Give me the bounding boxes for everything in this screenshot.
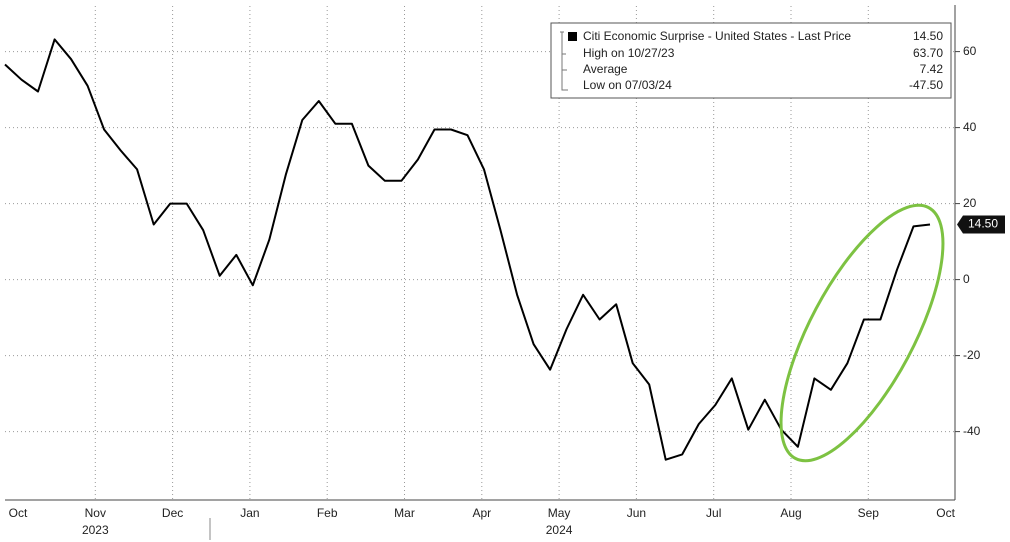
legend-swatch	[568, 32, 577, 41]
y-tick-label: 60	[963, 44, 977, 58]
x-tick-label: Jun	[627, 506, 646, 520]
x-tick-label: Jan	[240, 506, 259, 520]
legend-value: -47.50	[909, 78, 943, 92]
legend-icons	[560, 31, 568, 91]
legend-value: 7.42	[920, 62, 944, 76]
x-tick-label: Mar	[394, 506, 415, 520]
legend-box	[550, 22, 952, 99]
x-tick-label: Aug	[780, 506, 801, 520]
plot	[4, 38, 931, 461]
y-tick-label: -20	[963, 348, 981, 362]
legend-label: Average	[583, 62, 628, 76]
legend-title: Citi Economic Surprise - United States -…	[583, 29, 851, 43]
legend: Citi Economic Surprise - United States -…	[550, 22, 952, 99]
y-tick-label: 20	[963, 196, 977, 210]
year-label: 2024	[546, 523, 573, 537]
legend-label: High on 10/27/23	[583, 46, 675, 60]
x-tick-label: Apr	[472, 506, 491, 520]
year-label: 2023	[82, 523, 109, 537]
series-line	[4, 38, 931, 461]
y-tick-label: 0	[963, 272, 970, 286]
x-tick-label: Sep	[858, 506, 880, 520]
x-tick-label: May	[548, 506, 571, 520]
x-tick-label: Oct	[9, 506, 28, 520]
x-tick-label: Dec	[162, 506, 183, 520]
x-tick-label: Jul	[706, 506, 721, 520]
legend-value: 63.70	[913, 46, 943, 60]
highlight-ellipse	[779, 203, 945, 463]
last-price-tag	[957, 215, 1005, 234]
x-tick-label: Oct	[936, 506, 955, 520]
x-tick-label: Feb	[317, 506, 338, 520]
y-tick-label: 40	[963, 120, 977, 134]
legend-value: 14.50	[913, 29, 943, 43]
last-price-label: 14.50	[968, 217, 998, 231]
legend-label: Low on 07/03/24	[583, 78, 672, 92]
y-tick-label: -40	[963, 424, 981, 438]
x-tick-label: Nov	[85, 506, 106, 520]
